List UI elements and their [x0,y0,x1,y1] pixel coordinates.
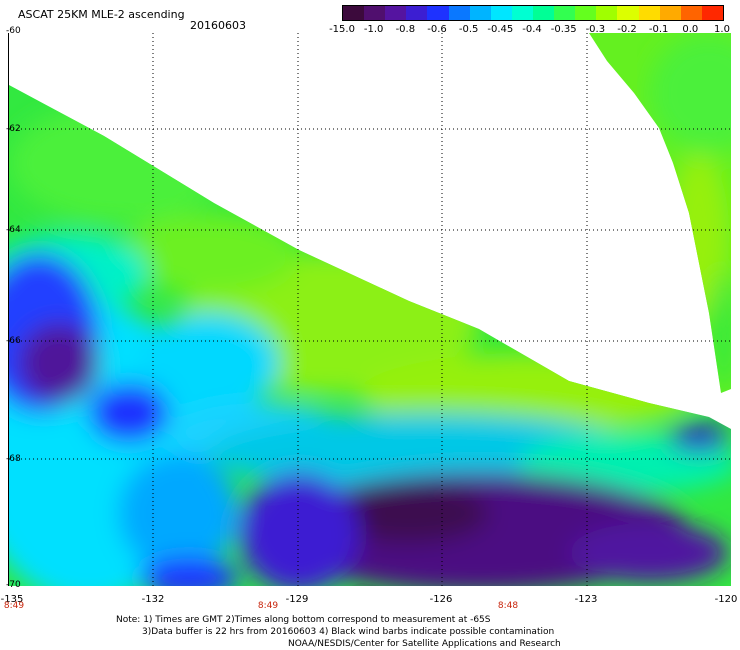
graticule [9,33,731,586]
color-scale-swatch [469,6,491,20]
color-scale-label: -0.8 [395,24,416,35]
color-scale-swatch [638,6,660,20]
color-scale-label: -0.5 [458,24,479,35]
color-scale-swatch [659,6,681,20]
color-scale-label: -0.1 [648,24,669,35]
color-scale-swatch [617,6,639,20]
color-scale-swatch [406,6,428,20]
lat-label: -64 [6,225,21,235]
scatterometer-map [8,33,731,586]
secondary-data-swath [589,33,731,393]
color-scale-swatch [532,6,555,20]
lon-label: -135 [0,594,24,605]
color-scale-swatch [364,6,386,20]
lat-label: -68 [6,454,21,464]
color-scale-swatch [701,6,723,20]
color-scale-swatch [490,6,512,20]
note-line-3: NOAA/NESDIS/Center for Satellite Applica… [288,639,561,649]
color-scale-swatch [680,6,702,20]
color-scale-label: -1.0 [363,24,384,35]
time-label: 8:49 [257,601,279,611]
color-scale-swatch [554,6,576,20]
note-line-1: Note: 1) Times are GMT 2)Times along bot… [116,615,491,625]
lat-label: -66 [6,336,21,346]
main-data-swath [9,85,731,586]
color-scale-swatch [511,6,533,20]
color-scale-label: -0.6 [427,24,447,35]
color-scale-swatch [448,6,470,20]
color-scale-swatch [596,6,618,20]
color-scale-label: -15.0 [329,24,355,35]
color-scale-labels: -15.0 -1.0 -0.8 -0.6 -0.5 -0.45 -0.4 -0.35 -0.3-… [329,24,740,38]
map-title: ASCAT 25KM MLE-2 ascending [18,8,185,21]
color-scale-label: -0.45 [487,24,514,35]
lat-label: -70 [6,580,21,590]
lat-label: -60 [6,26,21,36]
color-scale-label: -0.35 [550,24,577,35]
lon-label: -126 [429,594,453,605]
lon-label: -123 [574,594,598,605]
lon-label: -129 [285,594,309,605]
color-scale-label: 1.0 [714,24,730,35]
color-scale-label: 0.0 [682,24,699,35]
color-scale-swatch [385,6,407,20]
color-scale-bar [342,5,724,21]
lat-label: -62 [6,124,21,134]
color-scale-swatch [343,6,365,20]
color-scale-swatch [427,6,449,20]
color-scale-label: -0.3 [585,24,606,35]
color-scale-label: -0.4 [522,24,542,35]
color-scale-label: -0.2 [617,24,637,35]
map-date: 20160603 [190,19,246,32]
color-scale-swatch [575,6,597,20]
time-label: 8:48 [497,601,519,611]
lon-label: -132 [141,594,165,605]
time-label: 8:49 [3,601,25,611]
lon-label: -120 [714,594,738,605]
note-line-2: 3)Data buffer is 22 hrs from 20160603 4)… [142,627,555,637]
